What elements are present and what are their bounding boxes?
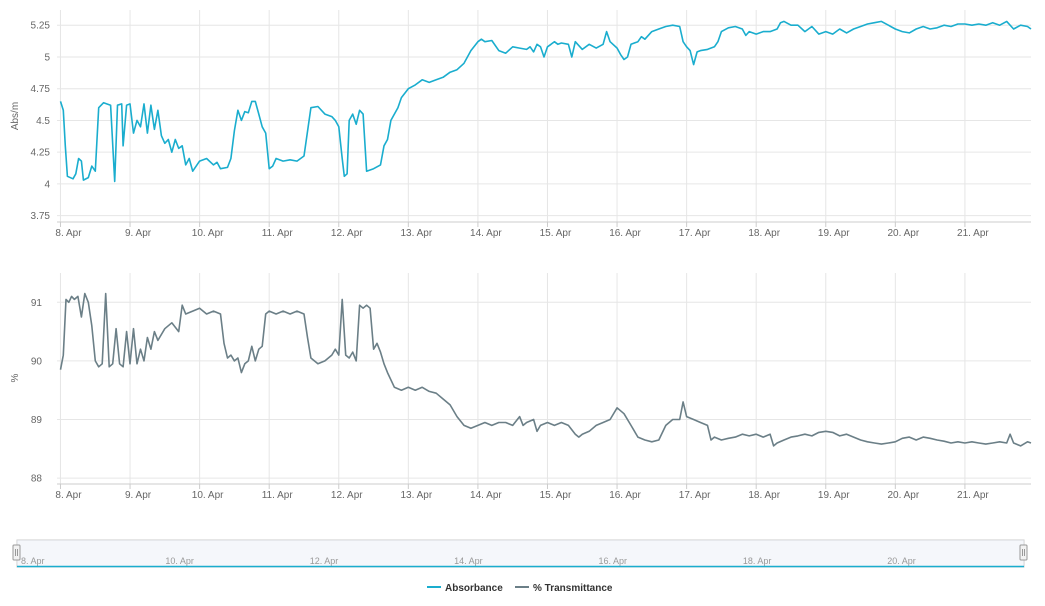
transmittance-y-tick-label: 91 [31, 298, 43, 309]
absorbance-x-tick-label: 11. Apr [262, 228, 294, 239]
navigator-right-handle[interactable] [1019, 544, 1028, 561]
transmittance-x-tick-label: 13. Apr [400, 490, 432, 501]
transmittance-x-tick-label: 19. Apr [818, 490, 850, 501]
absorbance-y-tick-label: 4.25 [31, 148, 51, 159]
absorbance-y-tick-label: 3.75 [31, 211, 51, 222]
navigator-label: 16. Apr [598, 556, 627, 566]
transmittance-x-tick-label: 10. Apr [192, 490, 224, 501]
transmittance-y-axis: 88 89 90 91 [31, 298, 43, 485]
absorbance-x-tick-label: 16. Apr [609, 228, 641, 239]
transmittance-x-tick-label: 21. Apr [957, 490, 989, 501]
absorbance-chart: 3.75 4 4.25 4.5 4.75 5 5.25 8. Apr 9. Apr 10. Ap… [10, 10, 1032, 239]
transmittance-x-tick-label: 14. Apr [470, 490, 502, 501]
transmittance-series-line[interactable] [59, 292, 1032, 447]
transmittance-y-axis-title: % [10, 373, 21, 382]
navigator-labels: 8. Apr 10. Apr 12. Apr 14. Apr 16. Apr 18. Ap… [21, 556, 916, 566]
navigator-left-handle[interactable] [12, 544, 21, 561]
transmittance-x-tick-label: 20. Apr [887, 490, 919, 501]
absorbance-x-tick-label: 13. Apr [400, 228, 432, 239]
legend-item-absorbance[interactable]: Absorbance [427, 583, 503, 594]
absorbance-x-tick-label: 20. Apr [887, 228, 919, 239]
absorbance-x-tick-label: 19. Apr [818, 228, 850, 239]
absorbance-x-tick-label: 9. Apr [125, 228, 152, 239]
navigator-label: 12. Apr [310, 556, 339, 566]
transmittance-x-tick-label: 17. Apr [679, 490, 711, 501]
absorbance-y-axis: 3.75 4 4.25 4.5 4.75 5 5.25 [31, 21, 51, 222]
transmittance-x-tick-label: 11. Apr [262, 490, 294, 501]
transmittance-y-tick-label: 90 [31, 356, 43, 367]
legend: Absorbance % Transmittance [427, 583, 613, 594]
transmittance-x-axis: 8. Apr 9. Apr 10. Apr 11. Apr 12. Apr 13. Apr… [55, 483, 1031, 501]
navigator-label: 18. Apr [743, 556, 772, 566]
transmittance-x-tick-label: 18. Apr [748, 490, 780, 501]
absorbance-y-tick-label: 4.5 [36, 116, 50, 127]
absorbance-series[interactable] [59, 20, 1032, 183]
transmittance-x-tick-label: 8. Apr [55, 490, 82, 501]
absorbance-x-axis: 8. Apr 9. Apr 10. Apr 11. Apr 12. Apr 13. Apr… [55, 221, 1031, 239]
navigator-label: 8. Apr [21, 556, 45, 566]
absorbance-y-tick-label: 4 [44, 179, 50, 190]
absorbance-x-tick-label: 21. Apr [957, 228, 989, 239]
transmittance-chart: 88 89 90 91 8. Apr 9. Apr 10. Apr 11. Apr 12. A… [10, 273, 1032, 501]
absorbance-grid [57, 10, 1031, 222]
absorbance-y-axis-title: Abs/m [10, 102, 21, 130]
transmittance-x-tick-label: 15. Apr [540, 490, 572, 501]
navigator[interactable]: 8. Apr 10. Apr 12. Apr 14. Apr 16. Apr 18. Ap… [12, 539, 1028, 568]
transmittance-x-tick-label: 12. Apr [331, 490, 363, 501]
absorbance-y-tick-label: 4.75 [31, 84, 51, 95]
transmittance-x-tick-label: 16. Apr [609, 490, 641, 501]
transmittance-y-tick-label: 88 [31, 474, 43, 485]
legend-label-absorbance: Absorbance [445, 583, 503, 594]
transmittance-grid [57, 273, 1031, 484]
absorbance-x-tick-label: 14. Apr [470, 228, 502, 239]
absorbance-series-line[interactable] [59, 20, 1032, 183]
legend-item-transmittance[interactable]: % Transmittance [515, 583, 613, 594]
legend-label-transmittance: % Transmittance [533, 583, 613, 594]
absorbance-x-tick-label: 18. Apr [748, 228, 780, 239]
absorbance-x-tick-label: 17. Apr [679, 228, 711, 239]
transmittance-series[interactable] [59, 292, 1032, 447]
navigator-label: 14. Apr [454, 556, 483, 566]
absorbance-x-tick-label: 8. Apr [55, 228, 82, 239]
transmittance-x-tick-label: 9. Apr [125, 490, 152, 501]
navigator-mask [17, 540, 1024, 567]
absorbance-x-tick-label: 15. Apr [540, 228, 572, 239]
navigator-label: 20. Apr [887, 556, 916, 566]
absorbance-x-tick-label: 10. Apr [192, 228, 224, 239]
transmittance-y-tick-label: 89 [31, 415, 43, 426]
absorbance-x-tick-label: 12. Apr [331, 228, 363, 239]
absorbance-y-tick-label: 5 [44, 52, 50, 63]
absorbance-y-tick-label: 5.25 [31, 21, 51, 32]
navigator-label: 10. Apr [165, 556, 194, 566]
